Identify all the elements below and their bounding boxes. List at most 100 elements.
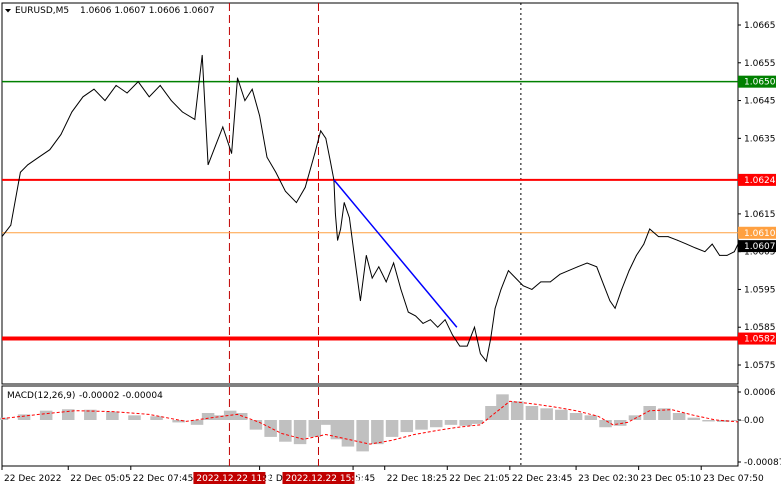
price-point-5 xyxy=(49,149,51,151)
macd-bar-43 xyxy=(658,408,671,420)
price-point-27 xyxy=(259,115,260,117)
price-point-13 xyxy=(137,81,139,83)
price-point-68 xyxy=(522,285,524,287)
macd-bar-28 xyxy=(444,420,458,425)
price-point-10 xyxy=(104,100,106,101)
price-point-36 xyxy=(329,160,331,162)
price-point-34 xyxy=(320,130,322,132)
price-point-28 xyxy=(266,156,268,158)
macd-bar-20 xyxy=(330,420,344,440)
price-point-45 xyxy=(365,255,367,256)
price-point-56 xyxy=(444,319,446,321)
price-point-33 xyxy=(314,153,316,154)
current-price-tag xyxy=(738,240,776,253)
price-point-42 xyxy=(348,217,350,219)
macd-values: -0.00002 -0.00004 xyxy=(79,391,163,401)
macd-bar-39 xyxy=(599,420,612,428)
level-tag-label-1.0582: 1.0582 xyxy=(744,335,776,345)
price-point-46 xyxy=(371,277,373,279)
price-point-44 xyxy=(360,300,361,302)
price-point-21 xyxy=(215,145,216,147)
macd-bar-22 xyxy=(356,420,369,452)
price-point-26 xyxy=(251,88,253,90)
macd-title: MACD(12,26,9) -0.00002 -0.00004 xyxy=(7,391,163,401)
price-point-40 xyxy=(340,228,341,230)
time-highlight-2 xyxy=(282,472,355,484)
macd-bar-2 xyxy=(39,410,53,420)
price-point-70 xyxy=(540,281,542,283)
time-tick-label-1: 22 Dec 05:05 xyxy=(70,474,131,484)
price-point-83 xyxy=(643,243,645,245)
price-point-29 xyxy=(275,171,277,173)
time-tick-label-5: 22 Dec 18:25 xyxy=(387,474,448,484)
price-point-66 xyxy=(507,270,509,271)
price-point-64 xyxy=(494,307,496,309)
price-point-54 xyxy=(429,319,431,321)
price-point-11 xyxy=(115,85,117,86)
macd-indicator xyxy=(0,394,745,452)
price-point-8 xyxy=(82,96,84,98)
price-point-3 xyxy=(27,164,29,166)
chart-frame xyxy=(1,2,739,467)
price-point-51 xyxy=(407,311,409,313)
price-tick-label-6: 1.0595 xyxy=(744,285,776,295)
time-highlight-label-2: 2022.12.22 15:30 xyxy=(285,474,366,484)
price-tick-label-4: 1.0615 xyxy=(744,210,776,220)
time-tick-label-8: 23 Dec 02:30 xyxy=(578,474,639,484)
macd-tick-label-1: 0.00 xyxy=(744,416,764,426)
macd-bar-18 xyxy=(308,420,322,437)
price-point-0 xyxy=(1,236,3,237)
current-price-label: 1.0607 xyxy=(744,242,776,252)
price-point-9 xyxy=(93,88,95,90)
price-point-6 xyxy=(60,134,62,135)
price-point-53 xyxy=(422,323,424,324)
macd-label: MACD(12,26,9) xyxy=(7,391,75,401)
macd-bar-24 xyxy=(385,420,399,437)
price-point-69 xyxy=(531,289,533,290)
price-point-52 xyxy=(415,315,417,317)
price-point-90 xyxy=(704,251,706,253)
level-lines xyxy=(2,80,738,341)
price-axis[interactable]: 1.0665 1.0655 1.0645 1.0635 1.0615 1.0605 1.05… xyxy=(738,21,781,468)
price-point-93 xyxy=(726,255,728,256)
macd-bar-30 xyxy=(470,420,483,424)
macd-bar-4 xyxy=(84,409,97,420)
price-tick-label-8: 1.0575 xyxy=(744,361,776,371)
price-point-88 xyxy=(686,243,687,245)
price-point-76 xyxy=(596,266,598,268)
price-point-81 xyxy=(628,270,630,271)
price-point-14 xyxy=(148,96,150,98)
price-point-65 xyxy=(500,289,502,290)
price-point-17 xyxy=(181,111,183,113)
price-point-59 xyxy=(466,345,468,347)
price-point-75 xyxy=(586,262,588,264)
price-tick-label-7: 1.0585 xyxy=(744,323,776,333)
time-tick-label-4: 5:45 xyxy=(355,474,375,484)
level-tag-label-1.0624: 1.0624 xyxy=(744,176,776,186)
price-point-61 xyxy=(480,353,481,355)
price-point-82 xyxy=(636,255,637,256)
macd-bar-37 xyxy=(569,413,583,420)
price-point-38 xyxy=(335,213,336,215)
price-point-12 xyxy=(126,92,128,94)
macd-bar-44 xyxy=(672,413,686,420)
price-point-92 xyxy=(719,255,720,256)
price-tick-label-0: 1.0665 xyxy=(744,21,776,31)
macd-bar-46 xyxy=(702,420,715,422)
price-point-15 xyxy=(159,85,161,86)
price-point-71 xyxy=(549,281,551,283)
macd-signal-line xyxy=(1,400,739,445)
dropdown-arrow-icon[interactable] xyxy=(5,9,11,13)
price-point-80 xyxy=(621,289,623,290)
price-tick-label-2: 1.0645 xyxy=(744,97,776,107)
price-point-22 xyxy=(222,126,224,128)
macd-bar-45 xyxy=(687,417,701,420)
time-tick-label-6: 22 Dec 21:05 xyxy=(449,474,510,484)
main-pane-border xyxy=(1,2,739,385)
ohlc-values: 1.0606 1.0607 1.0606 1.0607 xyxy=(80,6,215,16)
macd-bar-10 xyxy=(201,413,215,420)
price-point-60 xyxy=(474,326,475,328)
price-point-55 xyxy=(437,326,439,328)
